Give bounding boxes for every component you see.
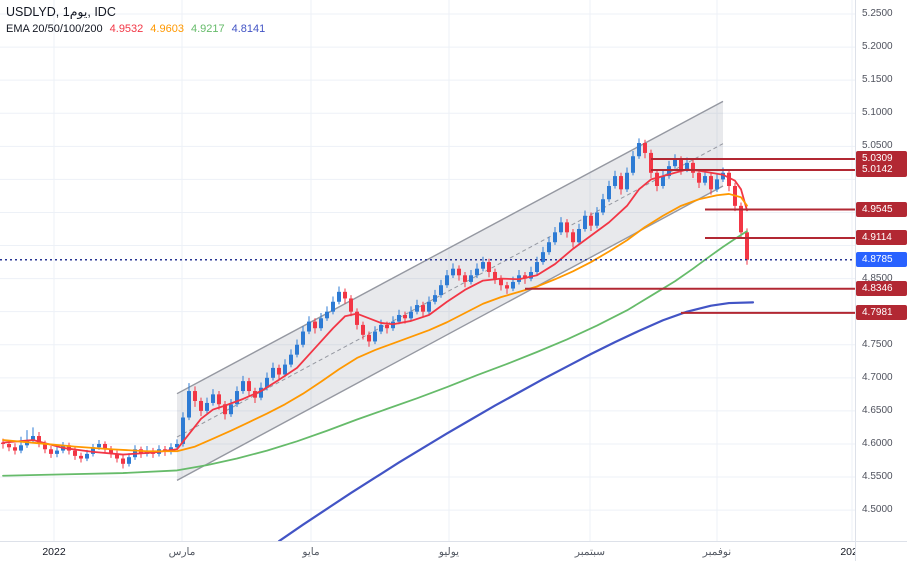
channel-drawing[interactable] — [176, 100, 724, 481]
price-tick: 4.5000 — [862, 504, 893, 516]
ema-value: 4.8141 — [231, 23, 266, 35]
price-tick: 4.5500 — [862, 471, 893, 483]
time-axis-label: سبتمبر — [574, 546, 606, 558]
chart-pane[interactable]: USDLYD, 1يوم, IDC EMA 20/50/100/200 4.953… — [0, 0, 855, 541]
symbol-title[interactable]: USDLYD, 1يوم, IDC — [6, 5, 116, 19]
price-tick: 4.6500 — [862, 404, 893, 416]
time-axis[interactable]: 2022 مارس مايو يوليو سبتمبر نوفمبر 2023 — [0, 541, 855, 561]
time-axis-label: نوفمبر — [702, 546, 732, 558]
indicator-row: EMA 20/50/100/200 4.9532 4.9603 4.9217 4.814… — [6, 21, 265, 37]
candlesticks[interactable] — [1, 138, 749, 469]
price-level-label: 4.7981 — [856, 305, 907, 321]
ema20-line[interactable] — [2, 168, 748, 456]
time-axis-label: 2022 — [42, 546, 66, 558]
price-tick: 5.2000 — [862, 41, 893, 53]
price-tick: 5.0500 — [862, 140, 893, 152]
price-tick: 5.2500 — [862, 8, 893, 20]
axis-corner — [855, 541, 907, 561]
time-axis-label: يوليو — [438, 546, 460, 558]
ema-value: 4.9603 — [150, 23, 184, 35]
time-axis-label: مارس — [168, 546, 196, 558]
price-tick: 4.8500 — [862, 272, 893, 284]
price-tick: 4.6000 — [862, 437, 893, 449]
indicator-values: 4.9532 4.9603 4.9217 4.8141 — [103, 23, 266, 35]
ema50-line[interactable] — [2, 193, 748, 453]
price-axis[interactable]: 5.2500 5.2000 5.1500 5.1000 5.0500 4.8500 4.75… — [855, 0, 907, 541]
ema-value: 4.9217 — [190, 23, 225, 35]
chart-legend: USDLYD, 1يوم, IDC EMA 20/50/100/200 4.953… — [6, 4, 265, 37]
price-level-label: 4.8346 — [856, 281, 907, 297]
price-level-label: 4.9545 — [856, 201, 907, 217]
ema100-line[interactable] — [2, 230, 748, 477]
time-axis-label: مايو — [302, 546, 320, 558]
indicator-label[interactable]: EMA 20/50/100/200 — [6, 23, 103, 35]
price-tick: 5.1500 — [862, 74, 893, 86]
chart-canvas[interactable] — [0, 0, 855, 541]
time-axis-label: 2023 — [840, 546, 855, 558]
last-price-label: 4.8785 — [856, 252, 907, 268]
price-level-label: 4.9114 — [856, 230, 907, 246]
price-tick: 4.7500 — [862, 338, 893, 350]
ema-value: 4.9532 — [109, 23, 144, 35]
ema200-line[interactable] — [277, 301, 755, 541]
price-tick: 4.7000 — [862, 371, 893, 383]
price-level-label: 5.0142 — [856, 162, 907, 178]
price-tick: 5.1000 — [862, 107, 893, 119]
